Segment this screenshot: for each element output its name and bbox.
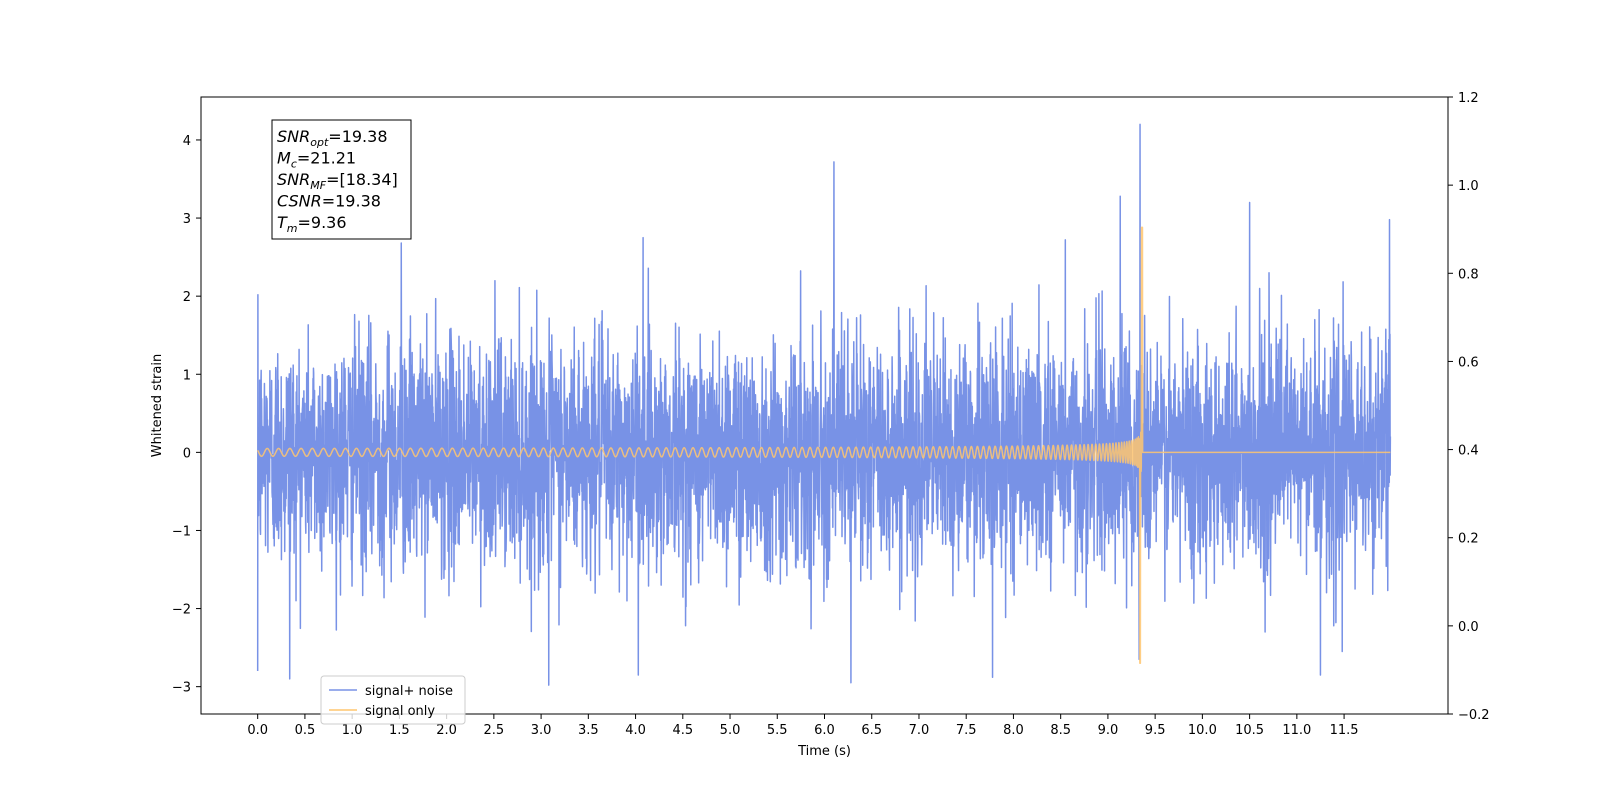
x-tick-label: 2.0 [436,723,457,738]
annotation-chirp-mass: Mc=21.21 [277,149,356,171]
y-tick-label: −2 [172,603,191,618]
y2-tick-label: 0.4 [1458,444,1479,459]
x-tick-label: 8.0 [1003,723,1024,738]
y2-tick-label: 0.2 [1458,532,1479,547]
x-tick-label: 9.0 [1098,723,1119,738]
x-tick-label: 1.5 [389,723,410,738]
annotation-snr-mf: SNRMF=[18.34] [277,170,398,192]
x-tick-label: 7.5 [956,723,977,738]
x-tick-label: 9.5 [1145,723,1166,738]
annotation-box: SNRopt=19.38Mc=21.21SNRMF=[18.34]CSNR=19… [271,119,412,240]
y-tick-label: 0 [183,446,191,461]
annotation-snr-opt: SNRopt=19.38 [277,127,388,149]
y-tick-label: 3 [183,212,191,227]
x-tick-label: 10.0 [1188,723,1217,738]
x-tick-label: 5.5 [767,723,788,738]
x-tick-label: 2.5 [484,723,505,738]
legend-label-signal-noise: signal+ noise [365,684,453,699]
x-tick-label: 6.0 [814,723,835,738]
x-tick-label: 11.5 [1330,723,1359,738]
series-signal-only [257,226,1391,664]
x-axis-label: Time (s) [797,744,851,759]
y-tick-label: 2 [183,290,191,305]
x-tick-label: 0.5 [295,723,316,738]
x-tick-label: 3.5 [578,723,599,738]
y-axis-left: −3 −2 −1 0 1 2 3 4 [172,134,201,696]
y-axis-right: −0.2 0.0 0.2 0.4 0.6 0.8 1.0 1.2 [1448,91,1490,723]
legend-label-signal-only: signal only [365,704,435,719]
y-tick-label: 1 [183,368,191,383]
x-tick-label: 0.0 [247,723,268,738]
x-tick-label: 3.0 [531,723,552,738]
y2-tick-label: 0.0 [1458,620,1479,635]
x-tick-label: 7.0 [909,723,930,738]
x-tick-label: 1.0 [342,723,363,738]
x-tick-label: 8.5 [1050,723,1071,738]
y-tick-label: −1 [172,524,191,539]
x-tick-label: 4.0 [625,723,646,738]
x-axis: 0.0 0.5 1.0 1.5 2.0 2.5 3.0 3.5 4.0 4.5 5.0 5.5 6.0 6… [247,714,1359,738]
y2-tick-label: 0.6 [1458,355,1479,370]
y2-tick-label: 0.8 [1458,267,1479,282]
y-tick-label: 4 [183,134,191,149]
y2-tick-label: 1.0 [1458,179,1479,194]
x-tick-label: 6.5 [861,723,882,738]
y2-tick-label: 1.2 [1458,91,1479,106]
y-axis-label: Whitened strain [150,354,165,457]
x-tick-label: 5.0 [720,723,741,738]
series-signal-noise [256,123,1392,686]
annotation-csnr: CSNR=19.38 [277,192,381,211]
y2-tick-label: −0.2 [1458,708,1490,723]
y-tick-label: −3 [172,681,191,696]
x-tick-label: 10.5 [1235,723,1264,738]
legend: signal+ noise signal only [320,675,466,725]
annotation-merger-time: Tm=9.36 [277,213,347,235]
x-tick-label: 11.0 [1282,723,1311,738]
x-tick-label: 4.5 [672,723,693,738]
